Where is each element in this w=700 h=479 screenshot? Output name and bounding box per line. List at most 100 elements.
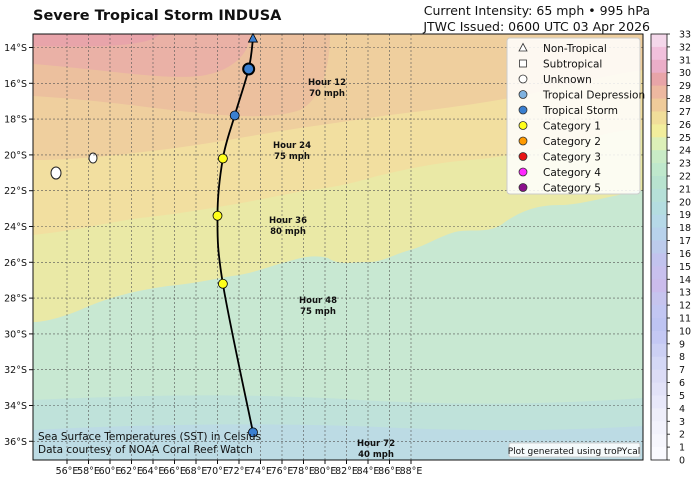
label-hour-72: Hour 72 (357, 439, 395, 449)
lon-tick-label: 86°E (378, 466, 401, 477)
legend-label: Category 1 (543, 120, 601, 132)
lat-tick-label: 18°S (4, 115, 27, 126)
legend-label: Category 4 (543, 167, 601, 179)
colorbar-label: 17 (679, 236, 691, 247)
colorbar-label: 26 (679, 120, 691, 131)
lon-tick-label: 64°E (142, 466, 165, 477)
lat-tick-label: 36°S (4, 437, 27, 448)
legend-symbol (518, 121, 528, 130)
colorbar-label: 29 (679, 81, 691, 92)
colorbar-label: 5 (679, 391, 685, 402)
lat-tick-label: 32°S (4, 365, 27, 376)
track-point-current (242, 62, 256, 76)
label-hour-48-speed: 75 mph (300, 307, 336, 317)
colorbar-label: 13 (679, 288, 691, 299)
colorbar-segment (651, 111, 667, 125)
colorbar-label: 19 (679, 210, 691, 221)
colorbar-segment (651, 46, 667, 61)
sst-note: Sea Surface Temperatures (SST) in Celsiu… (38, 431, 261, 456)
colorbar-label: 15 (679, 262, 691, 273)
legend-symbol (518, 105, 528, 115)
track-point (212, 210, 223, 221)
colorbar-segment (651, 434, 667, 448)
colorbar-segment (651, 214, 667, 229)
colorbar-label: 1 (679, 443, 685, 454)
map-frame (32, 33, 644, 461)
colorbar-segment (651, 343, 667, 358)
colorbar-segment (651, 369, 667, 384)
lat-tick-label: 16°S (4, 79, 27, 90)
colorbar-label: 16 (679, 249, 691, 260)
colorbar-segment (651, 292, 667, 306)
track-point-initial (247, 32, 259, 43)
colorbar-segment (651, 98, 667, 112)
lat-tick-label: 26°S (4, 258, 27, 269)
colorbar-label: 3 (679, 417, 685, 428)
lat-tick-label: 28°S (4, 294, 27, 305)
legend-symbol (518, 183, 528, 192)
lon-tick-label: 88°E (400, 466, 423, 477)
colorbar-segment (651, 279, 667, 293)
track-point (248, 427, 258, 438)
legend-symbol (518, 74, 528, 84)
longitude-ticks: 56°E58°E60°E62°E64°E66°E68°E70°E72°E74°E… (56, 460, 423, 477)
colorbar-segment (651, 227, 667, 242)
colorbar-label: 22 (679, 172, 691, 183)
lon-tick-label: 74°E (249, 466, 272, 477)
colorbar-segment (651, 305, 667, 319)
colorbar-label: 24 (679, 146, 691, 157)
lon-tick-label: 70°E (206, 466, 229, 477)
colorbar-segment (651, 85, 667, 100)
colorbar-label: 7 (679, 365, 685, 376)
colorbar-label: 21 (679, 184, 691, 195)
lon-tick-label: 82°E (335, 466, 358, 477)
label-hour-12: Hour 12 (308, 78, 346, 88)
label-hour-36-speed: 80 mph (270, 227, 306, 237)
lat-tick-label: 34°S (4, 401, 27, 412)
colorbar-segment (651, 137, 667, 151)
colorbar-segment (651, 421, 667, 435)
map-title: Severe Tropical Storm INDUSA (33, 8, 282, 24)
lon-tick-label: 66°E (163, 466, 186, 477)
colorbar-segment (651, 72, 667, 87)
legend-label: Tropical Storm (542, 105, 618, 117)
storm-track (212, 32, 259, 438)
lon-tick-label: 62°E (120, 466, 143, 477)
label-hour-36: Hour 36 (269, 216, 307, 226)
legend-symbol (518, 152, 528, 161)
legend-label: Category 2 (543, 136, 601, 148)
lon-tick-label: 84°E (357, 466, 380, 477)
colorbar-segment (651, 59, 667, 74)
legend-symbol (518, 90, 528, 99)
legend-label: Unknown (543, 74, 592, 86)
lon-tick-label: 56°E (56, 466, 79, 477)
lon-tick-label: 60°E (99, 466, 122, 477)
colorbar-segment (651, 176, 667, 190)
issued-time: JTWC Issued: 0600 UTC 03 Apr 2026 (423, 19, 650, 34)
colorbar-segment (651, 150, 667, 164)
lat-tick-label: 22°S (4, 186, 27, 197)
legend-label: Subtropical (543, 58, 602, 70)
colorbar-label: 8 (679, 352, 685, 363)
current-intensity: Current Intensity: 65 mph • 995 hPa (423, 3, 650, 18)
colorbar-label: 10 (679, 326, 691, 337)
track-point (217, 278, 228, 289)
colorbar-label: 20 (679, 197, 691, 208)
colorbar-label: 30 (679, 68, 691, 79)
colorbar-label: 31 (679, 55, 691, 66)
colorbar-label: 6 (679, 378, 685, 389)
colorbar-label: 28 (679, 94, 691, 105)
lon-tick-label: 80°E (314, 466, 337, 477)
lon-tick-label: 78°E (292, 466, 315, 477)
colorbar-segment (651, 201, 667, 216)
colorbar-segment (651, 408, 667, 422)
track-point (217, 153, 228, 164)
latitude-ticks: 14°S 16°S 18°S 20°S 22°S 24°S 26°S 28°S 30°S 32°S… (4, 43, 33, 448)
colorbar-segment (651, 163, 667, 177)
label-hour-24-speed: 75 mph (274, 152, 310, 162)
colorbar-segment (651, 382, 667, 396)
lon-tick-label: 68°E (185, 466, 208, 477)
colorbar-label: 18 (679, 223, 691, 234)
lat-tick-label: 30°S (4, 329, 27, 340)
colorbar-label: 14 (679, 275, 691, 286)
